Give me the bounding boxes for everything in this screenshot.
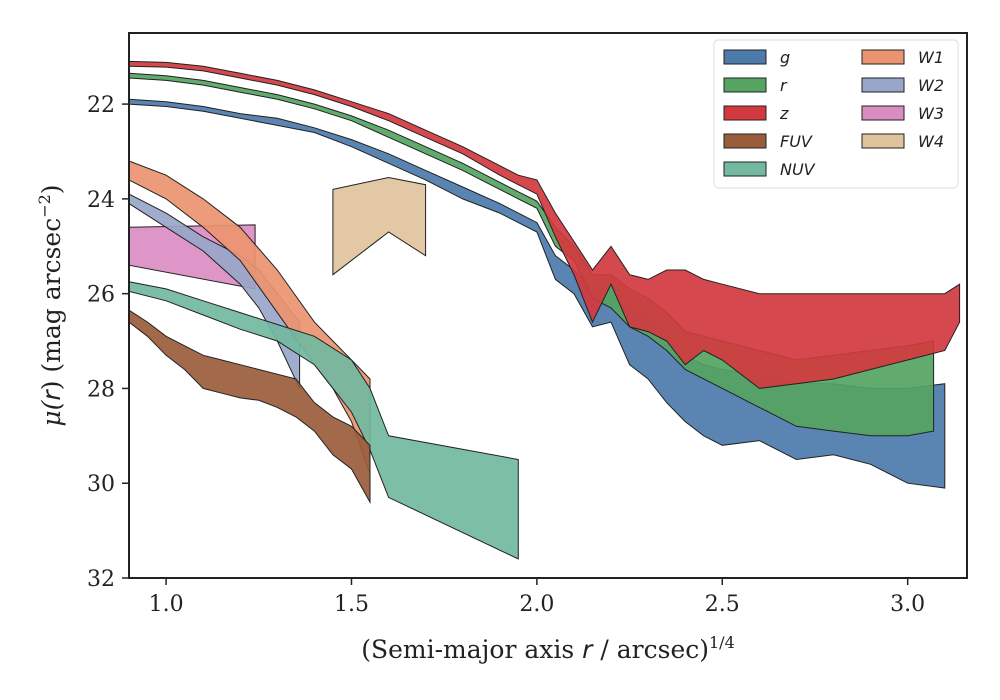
legend-swatch-g xyxy=(723,49,767,65)
legend-swatch-z xyxy=(723,105,767,121)
legend-swatch-w2 xyxy=(861,77,905,93)
legend: grz FUV NUV W1 W2 W3 W4 xyxy=(713,39,959,189)
legend-label-z: z xyxy=(779,104,789,123)
legend-swatch-r xyxy=(723,77,767,93)
plot-frame xyxy=(128,32,968,579)
legend-label-nuv: NUV xyxy=(780,160,816,179)
y-tick-label: 32 xyxy=(87,567,115,592)
legend-label-g: g xyxy=(780,48,790,67)
x-tick-label: 3.0 xyxy=(890,592,925,617)
band-w4 xyxy=(332,176,427,276)
legend-swatch-w1 xyxy=(861,49,905,65)
legend-label-r: r xyxy=(780,76,788,95)
legend-swatch-fuv xyxy=(723,133,767,149)
legend-label-w2: W2 xyxy=(918,76,944,95)
series-bands xyxy=(128,60,961,560)
legend-label-fuv: FUV xyxy=(780,132,813,151)
band-z xyxy=(128,60,961,389)
x-tick-label: 2.0 xyxy=(519,592,554,617)
band-fuv xyxy=(128,309,371,505)
x-tick-label: 1.0 xyxy=(149,592,184,617)
y-tick-label: 22 xyxy=(87,93,115,118)
legend-label-w4: W4 xyxy=(918,132,944,151)
x-tick-label: 1.5 xyxy=(334,592,369,617)
x-tick-label: 2.5 xyxy=(705,592,740,617)
y-axis: 22 24 26 28 30 32 xyxy=(87,93,129,592)
y-tick-label: 26 xyxy=(87,283,115,308)
x-axis: 1.0 1.5 2.0 2.5 3.0 xyxy=(149,578,925,617)
y-tick-label: 30 xyxy=(87,472,115,497)
y-axis-label: μ(r) (mag arcsec−2) xyxy=(35,184,66,426)
x-axis-label: (Semi-major axis r / arcsec)1/4 xyxy=(361,633,735,664)
legend-label-w1: W1 xyxy=(918,48,944,67)
y-tick-label: 28 xyxy=(87,377,115,402)
legend-swatch-w3 xyxy=(861,105,905,121)
band-nuv xyxy=(128,281,519,560)
legend-box xyxy=(713,39,959,189)
y-tick-label: 24 xyxy=(87,188,115,213)
legend-swatch-nuv xyxy=(723,161,767,177)
legend-label-w3: W3 xyxy=(918,104,944,123)
legend-swatch-w4 xyxy=(861,133,905,149)
